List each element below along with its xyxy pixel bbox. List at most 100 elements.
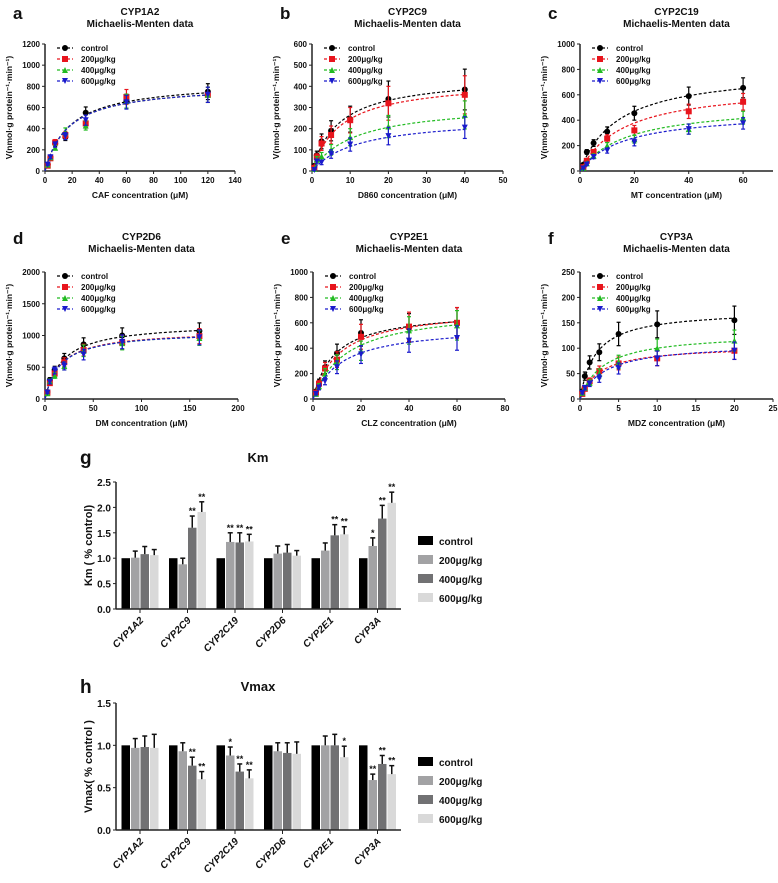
bar [169, 745, 178, 830]
legend-label: 200μg/kg [616, 283, 651, 292]
bar [387, 502, 396, 609]
x-tick-label: 10 [653, 404, 662, 413]
data-point [358, 333, 364, 340]
y-tick-label: 800 [562, 65, 576, 74]
data-point [52, 141, 59, 148]
bar [188, 527, 197, 609]
bar [292, 753, 301, 830]
legend-label: 400μg/kg [81, 66, 116, 75]
chart-title: Km [248, 450, 269, 465]
bar [169, 558, 178, 609]
data-point [654, 355, 661, 362]
bar [121, 745, 130, 830]
data-point [406, 337, 412, 344]
data-point [586, 359, 593, 366]
data-point [358, 351, 364, 358]
y-tick-label: 100 [562, 344, 576, 353]
data-point [740, 98, 747, 105]
bar [121, 558, 130, 609]
data-point [196, 334, 203, 341]
significance-marker: ** [189, 747, 197, 757]
data-point [596, 349, 603, 356]
legend-label: 400μg/kg [349, 294, 384, 303]
fit-curve [579, 102, 744, 172]
y-tick-label: 1.0 [97, 741, 111, 752]
x-tick-label: CYP2C19 [202, 836, 242, 876]
x-tick-label: 40 [460, 176, 469, 185]
data-point [740, 84, 747, 91]
x-tick-label: CYP2E1 [301, 615, 336, 650]
x-axis-label: CAF concentration (μM) [92, 190, 189, 200]
x-tick-label: 60 [122, 176, 131, 185]
x-tick-label: CYP2D6 [253, 615, 289, 651]
bar [283, 752, 292, 830]
legend-label: control [81, 44, 108, 53]
data-point [579, 389, 586, 396]
legend-label: 200μg/kg [439, 556, 482, 567]
y-tick-label: 200 [295, 370, 309, 379]
legend-marker [597, 273, 603, 279]
legend-label: 600μg/kg [349, 305, 384, 314]
chart-subtitle: Michaelis-Menten data [87, 19, 194, 30]
y-tick-label: 0 [303, 167, 308, 176]
data-point [685, 126, 692, 133]
data-point [583, 161, 590, 168]
bar [340, 757, 349, 830]
data-point [604, 128, 611, 135]
bar [264, 745, 273, 830]
x-tick-label: 20 [68, 176, 77, 185]
bar [273, 553, 282, 609]
x-tick-label: 0 [43, 404, 48, 413]
legend-label: 200μg/kg [348, 55, 383, 64]
legend-marker [62, 295, 68, 301]
data-point [82, 117, 89, 124]
significance-marker: ** [246, 524, 254, 534]
data-point [313, 158, 320, 165]
bar [387, 774, 396, 830]
bar [378, 518, 387, 609]
y-axis-label: V(nmol·g protein⁻¹·min⁻¹) [539, 56, 549, 160]
legend-marker [597, 56, 603, 62]
bar [321, 745, 330, 830]
y-axis-label: V(nmol·g protein⁻¹·min⁻¹) [271, 56, 281, 160]
panel-letter: f [548, 229, 554, 248]
x-tick-label: 100 [135, 404, 149, 413]
x-tick-label: 60 [453, 404, 462, 413]
bar [131, 747, 140, 830]
data-point [322, 378, 328, 385]
legend-marker [62, 67, 68, 73]
x-tick-label: 20 [630, 176, 639, 185]
x-tick-label: 0 [578, 404, 583, 413]
data-point [313, 390, 319, 397]
x-tick-label: 0 [310, 176, 315, 185]
data-point [347, 134, 354, 141]
legend-marker [62, 56, 68, 62]
data-point [62, 133, 69, 140]
x-tick-label: CYP2D6 [253, 836, 289, 872]
y-tick-label: 2.0 [97, 503, 111, 514]
legend-label: 200μg/kg [349, 283, 384, 292]
data-point [385, 123, 392, 130]
x-axis-label: MT concentration (μM) [631, 190, 722, 200]
y-tick-label: 1000 [290, 268, 308, 277]
bar [245, 541, 254, 609]
chart-subtitle: Michaelis-Menten data [356, 244, 463, 255]
data-point [631, 110, 638, 117]
x-tick-label: 50 [89, 404, 98, 413]
significance-marker: ** [236, 754, 244, 764]
significance-marker: * [342, 736, 346, 746]
legend-swatch [418, 593, 433, 602]
legend-marker [597, 45, 603, 51]
y-tick-label: 2.5 [97, 478, 111, 489]
fit-curve [579, 351, 735, 400]
legend-label: 400μg/kg [616, 294, 651, 303]
chart-title: CYP2D6 [122, 232, 161, 243]
data-point [654, 321, 661, 328]
y-tick-label: 1500 [22, 300, 40, 309]
bar [378, 763, 387, 830]
legend-marker [330, 284, 336, 290]
bar [273, 751, 282, 830]
